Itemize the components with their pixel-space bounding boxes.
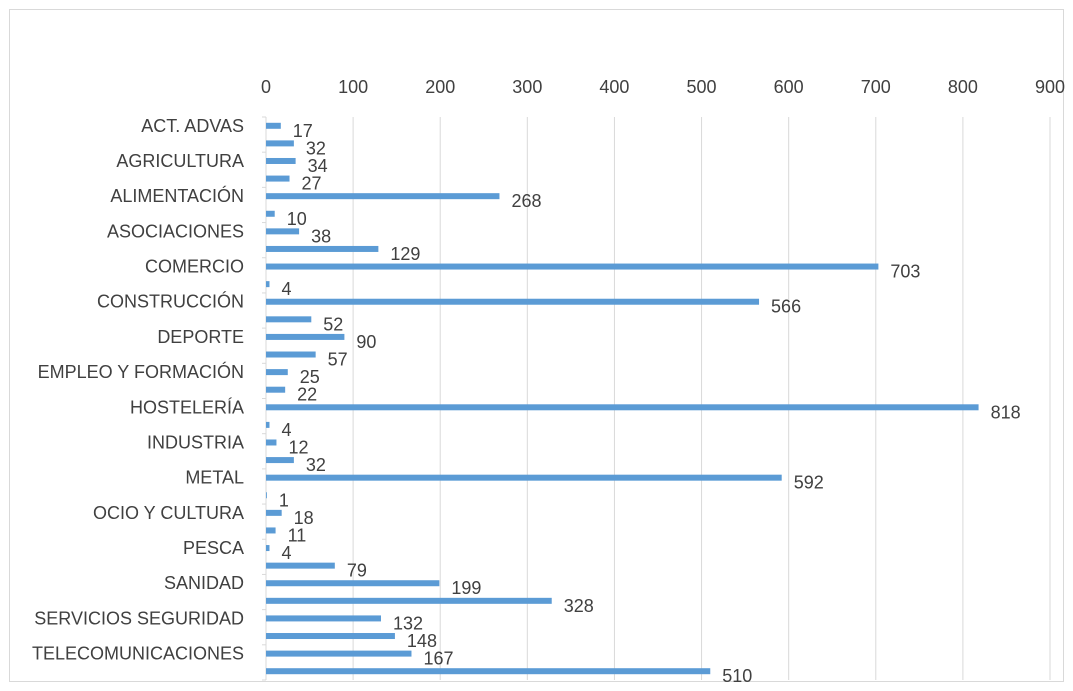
bar (266, 580, 440, 587)
data-label: 25 (300, 367, 320, 387)
data-label: 703 (890, 262, 920, 282)
data-label: 4 (281, 279, 291, 299)
data-label: 1 (279, 490, 289, 510)
category-label: COMERCIO (145, 257, 244, 277)
chart-frame: 0 100 200 300 400 500 600 700 800 900 17 32 34 27 268… (9, 9, 1065, 683)
bar (266, 474, 782, 481)
category-label: HOSTELERÍA (130, 397, 244, 417)
data-label: 129 (390, 244, 420, 264)
data-label: 566 (771, 297, 801, 317)
category-label: TELECOMUNICACIONES (32, 644, 244, 664)
data-label: 148 (407, 631, 437, 651)
bar (266, 509, 282, 516)
bar (266, 263, 879, 270)
data-label: 268 (511, 191, 541, 211)
category-label: SERVICIOS SEGURIDAD (34, 608, 244, 628)
bar (266, 122, 281, 129)
x-tick-label: 400 (599, 77, 629, 97)
bar (266, 298, 760, 305)
bar (266, 527, 276, 534)
data-labels: 1732342726810381297034566529057252281841… (279, 121, 1021, 683)
bar (266, 351, 316, 358)
category-label: SANIDAD (164, 573, 244, 593)
data-label: 199 (451, 578, 481, 598)
bar (266, 562, 335, 569)
data-label: 57 (328, 350, 348, 370)
bars (266, 122, 979, 675)
x-axis-tick-labels: 0 100 200 300 400 500 600 700 800 900 (261, 77, 1065, 97)
data-label: 12 (288, 437, 308, 457)
category-label: AGRICULTURA (116, 151, 244, 171)
x-tick-label: 700 (861, 77, 891, 97)
category-labels: ACT. ADVAS AGRICULTURA ALIMENTACIÓN ASOCIAC… (32, 116, 244, 664)
data-label: 22 (297, 385, 317, 405)
bar (266, 545, 270, 552)
bar (266, 421, 270, 428)
category-label: OCIO Y CULTURA (93, 503, 244, 523)
bar (266, 228, 300, 235)
data-label: 79 (347, 561, 367, 581)
data-label: 34 (308, 156, 328, 176)
data-label: 4 (281, 543, 291, 563)
category-label: EMPLEO Y FORMACIÓN (38, 361, 244, 382)
data-label: 132 (393, 613, 423, 633)
category-label: DEPORTE (157, 327, 244, 347)
category-label: INDUSTRIA (147, 432, 244, 452)
bar-chart: 0 100 200 300 400 500 600 700 800 900 17323427268… (32, 77, 1065, 683)
x-tick-label: 900 (1035, 77, 1065, 97)
data-label: 52 (323, 314, 343, 334)
data-label: 27 (302, 174, 322, 194)
x-tick-label: 0 (261, 77, 271, 97)
bar (266, 333, 345, 340)
category-label: METAL (185, 468, 244, 488)
bar (266, 316, 312, 323)
bar (266, 193, 500, 200)
bar (266, 615, 381, 622)
x-tick-label: 500 (687, 77, 717, 97)
x-tick-label: 100 (338, 77, 368, 97)
data-label: 592 (794, 473, 824, 493)
bar (266, 492, 267, 499)
bar (266, 404, 979, 411)
bar (266, 175, 290, 182)
bar (266, 140, 294, 147)
bar (266, 597, 552, 604)
category-label: ASOCIACIONES (107, 221, 244, 241)
bar (266, 668, 711, 675)
data-label: 32 (306, 138, 326, 158)
data-label: 17 (293, 121, 313, 141)
bar (266, 650, 412, 657)
category-label: PESCA (183, 538, 244, 558)
data-label: 510 (722, 666, 752, 683)
bar (266, 439, 277, 446)
x-tick-label: 200 (425, 77, 455, 97)
gridlines (262, 116, 1051, 681)
bar (266, 386, 286, 393)
bar (266, 633, 395, 640)
data-label: 90 (356, 332, 376, 352)
data-label: 818 (991, 402, 1021, 422)
category-label: CONSTRUCCIÓN (97, 291, 244, 312)
x-tick-label: 800 (948, 77, 978, 97)
x-tick-label: 300 (512, 77, 542, 97)
data-label: 38 (311, 226, 331, 246)
data-label: 4 (281, 420, 291, 440)
bar (266, 369, 288, 376)
category-label: ACT. ADVAS (141, 116, 244, 136)
data-label: 167 (423, 649, 453, 669)
data-label: 11 (288, 525, 307, 545)
bar (266, 457, 294, 464)
x-tick-label: 600 (774, 77, 804, 97)
data-label: 32 (306, 455, 326, 475)
data-label: 328 (564, 596, 594, 616)
bar (266, 210, 275, 217)
data-label: 18 (294, 508, 314, 528)
category-label: ALIMENTACIÓN (110, 185, 244, 206)
data-label: 10 (287, 209, 307, 229)
bar (266, 157, 296, 164)
bar (266, 245, 379, 252)
bar (266, 281, 270, 288)
